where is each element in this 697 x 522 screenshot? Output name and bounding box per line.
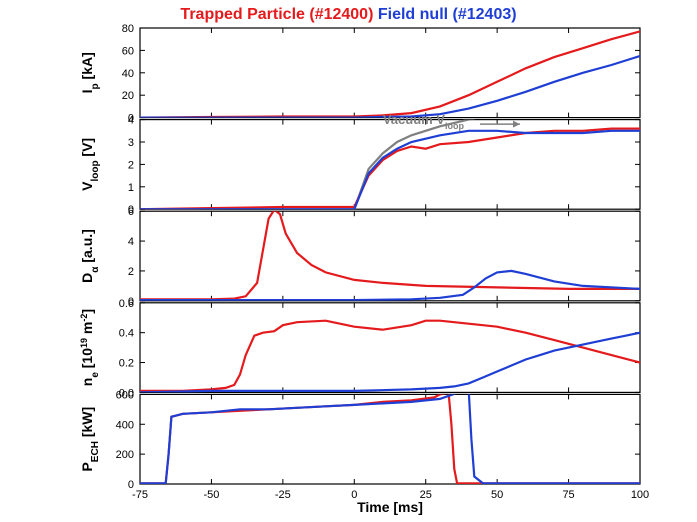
svg-text:100: 100 [631, 489, 649, 501]
svg-text:50: 50 [491, 489, 503, 501]
svg-text:-25: -25 [275, 489, 291, 501]
svg-text:Dα [a.u.]: Dα [a.u.] [79, 229, 101, 283]
svg-text:0.4: 0.4 [119, 328, 134, 340]
plot-svg: 020406080Ip [kA]01234Vloop [V]Vacuum Vlo… [0, 0, 697, 522]
svg-text:1: 1 [128, 182, 134, 194]
svg-text:600: 600 [116, 389, 134, 401]
svg-text:3: 3 [128, 137, 134, 149]
svg-text:200: 200 [116, 449, 134, 461]
svg-text:Ip [kA]: Ip [kA] [79, 52, 101, 93]
svg-text:-50: -50 [203, 489, 219, 501]
svg-text:75: 75 [562, 489, 574, 501]
svg-text:20: 20 [122, 90, 134, 102]
title-fieldnull: Field null (#12403) [378, 6, 517, 23]
svg-text:4: 4 [128, 236, 134, 248]
svg-text:4: 4 [128, 115, 134, 127]
svg-text:40: 40 [122, 68, 134, 80]
svg-text:2: 2 [128, 159, 134, 171]
svg-text:PECH [kW]: PECH [kW] [79, 407, 101, 472]
svg-text:6: 6 [128, 206, 134, 218]
figure-title: Trapped Particle (#12400) Field null (#1… [0, 6, 697, 24]
svg-text:80: 80 [122, 23, 134, 35]
title-trapped: Trapped Particle (#12400) [180, 6, 373, 23]
figure-container: Trapped Particle (#12400) Field null (#1… [0, 0, 697, 522]
svg-text:ne [1019 m-2]: ne [1019 m-2] [79, 309, 101, 386]
svg-text:0.6: 0.6 [119, 298, 134, 310]
svg-text:Vacuum Vloop: Vacuum Vloop [383, 112, 465, 131]
svg-text:Vloop [V]: Vloop [V] [79, 138, 101, 191]
svg-text:400: 400 [116, 419, 134, 431]
svg-text:2: 2 [128, 266, 134, 278]
svg-text:-75: -75 [132, 489, 148, 501]
svg-text:60: 60 [122, 45, 134, 57]
svg-text:Time [ms]: Time [ms] [357, 499, 423, 515]
svg-text:0.2: 0.2 [119, 358, 134, 370]
